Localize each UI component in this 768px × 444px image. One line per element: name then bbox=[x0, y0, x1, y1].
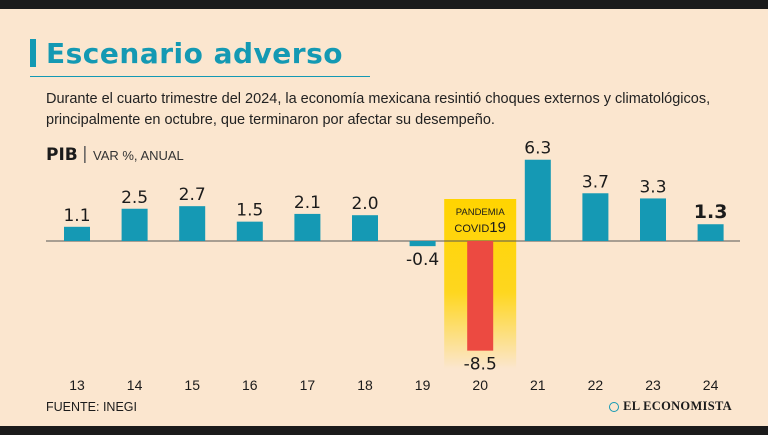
annotation-prefix: COVID bbox=[454, 223, 489, 235]
chart-metric-label: PIB bbox=[46, 145, 78, 165]
chart-label-separator: | bbox=[82, 144, 88, 164]
x-tick-19: 19 bbox=[415, 377, 431, 393]
value-label-19: -0.4 bbox=[406, 250, 439, 270]
bar-19 bbox=[409, 241, 436, 247]
value-label-18: 2.0 bbox=[351, 194, 378, 214]
value-label-23: 3.3 bbox=[639, 177, 666, 197]
x-tick-18: 18 bbox=[357, 377, 373, 393]
annotation-line-2: COVID19 bbox=[454, 219, 506, 236]
title-accent-bar bbox=[30, 39, 36, 67]
page-title: Escenario adverso bbox=[46, 37, 343, 70]
value-label-14: 2.5 bbox=[121, 188, 148, 208]
source-note: FUENTE: INEGI bbox=[46, 400, 137, 414]
value-label-21: 6.3 bbox=[524, 139, 551, 159]
x-tick-23: 23 bbox=[645, 377, 661, 393]
value-label-20: -8.5 bbox=[464, 355, 497, 375]
value-label-15: 2.7 bbox=[179, 185, 206, 205]
bar-17 bbox=[294, 213, 321, 241]
bar-20 bbox=[467, 241, 494, 351]
x-tick-24: 24 bbox=[703, 377, 719, 393]
x-tick-22: 22 bbox=[588, 377, 604, 393]
chart-unit-label: VAR %, ANUAL bbox=[93, 148, 184, 163]
x-tick-17: 17 bbox=[300, 377, 316, 393]
bar-23 bbox=[640, 198, 666, 241]
value-label-24: 1.3 bbox=[694, 201, 728, 223]
bar-15 bbox=[179, 206, 206, 241]
x-tick-21: 21 bbox=[530, 377, 546, 393]
value-label-17: 2.1 bbox=[294, 193, 321, 213]
x-tick-14: 14 bbox=[127, 377, 143, 393]
value-label-22: 3.7 bbox=[582, 172, 609, 192]
annotation-line-1: PANDEMIA bbox=[456, 207, 506, 218]
bar-18 bbox=[352, 215, 378, 241]
globe-icon bbox=[609, 401, 620, 412]
value-label-13: 1.1 bbox=[63, 206, 90, 226]
x-tick-13: 13 bbox=[69, 377, 85, 393]
brand-logo: EL ECONOMISTA bbox=[609, 399, 732, 414]
bar-24 bbox=[697, 224, 724, 241]
bar-14 bbox=[121, 208, 148, 241]
subtitle: Durante el cuarto trimestre del 2024, la… bbox=[46, 91, 711, 128]
title-divider bbox=[30, 76, 370, 77]
value-label-16: 1.5 bbox=[236, 201, 263, 221]
bar-16 bbox=[236, 221, 263, 241]
bar-21 bbox=[524, 159, 551, 241]
bar-chart: PANDEMIACOVID191.1132.5142.7151.5162.117… bbox=[46, 139, 740, 393]
brand-name: EL ECONOMISTA bbox=[623, 399, 732, 413]
bar-13 bbox=[64, 226, 90, 241]
x-tick-16: 16 bbox=[242, 377, 258, 393]
bar-22 bbox=[582, 193, 609, 241]
x-tick-15: 15 bbox=[184, 377, 200, 393]
infographic-card: Escenario adverso Durante el cuarto trim… bbox=[0, 0, 768, 435]
x-tick-20: 20 bbox=[472, 377, 488, 393]
annotation-suffix: 19 bbox=[489, 219, 506, 236]
